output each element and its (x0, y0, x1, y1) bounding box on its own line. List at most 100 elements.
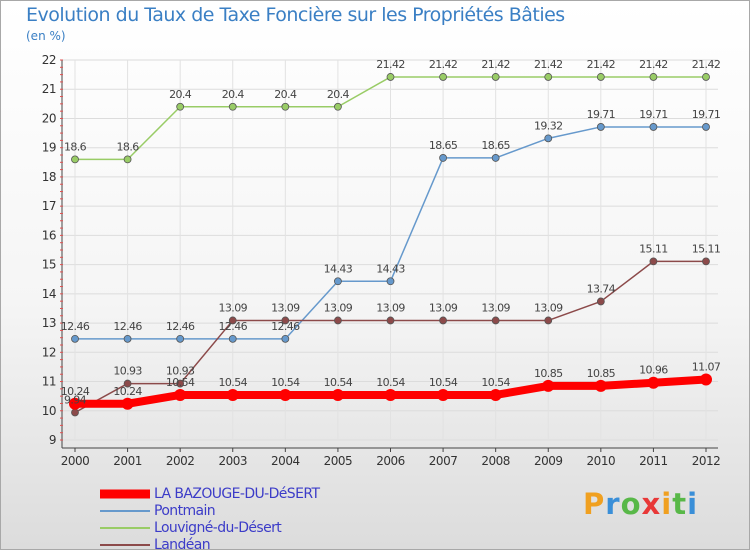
data-point (71, 155, 79, 164)
data-label: 15.11 (639, 242, 668, 255)
data-point (386, 316, 395, 325)
data-label: 18.65 (481, 139, 510, 152)
data-point (649, 123, 658, 131)
data-point (594, 379, 607, 392)
data-point (123, 155, 132, 164)
data-point (176, 379, 185, 388)
data-label: 10.54 (166, 376, 195, 389)
data-point (700, 373, 712, 386)
data-point (544, 316, 553, 325)
data-label: 12.46 (166, 320, 195, 333)
data-point (437, 388, 450, 401)
unit-label: (en %) (26, 29, 66, 43)
data-point (334, 316, 342, 325)
x-tick-label: 2009 (534, 454, 563, 468)
data-label: 21.42 (587, 58, 616, 71)
data-label: 13.09 (219, 301, 248, 314)
y-tick-label: 15 (42, 258, 56, 272)
y-tick-label: 19 (42, 141, 56, 155)
logo-letter: t (672, 487, 688, 521)
data-label: 12.46 (271, 320, 300, 333)
legend-label: Pontmain (154, 502, 216, 519)
legend-item[interactable]: LA BAZOUGE-DU-DéSERT (100, 485, 320, 502)
x-tick-label: 2004 (271, 454, 300, 468)
data-label: 10.54 (271, 376, 300, 389)
data-label: 13.09 (324, 301, 353, 314)
data-point (386, 73, 395, 81)
data-point (228, 334, 237, 343)
data-label: 10.54 (481, 376, 510, 389)
proxiti-logo: Proxiti (583, 487, 698, 521)
data-point (123, 379, 132, 388)
data-label: 10.85 (587, 367, 616, 380)
data-label: 18.6 (64, 140, 87, 153)
y-tick-label: 18 (42, 170, 56, 184)
x-tick-label: 2012 (692, 454, 721, 468)
data-label: 13.74 (587, 282, 616, 295)
data-point (279, 388, 292, 401)
data-point (121, 397, 134, 410)
data-label: 19.71 (639, 108, 668, 121)
data-label: 14.43 (324, 262, 353, 275)
y-tick-label: 9 (49, 433, 56, 447)
data-point (176, 102, 185, 111)
data-point (489, 388, 502, 401)
data-point (439, 316, 447, 325)
data-label: 20.4 (327, 88, 350, 101)
data-point (281, 334, 290, 343)
data-label: 20.4 (274, 88, 297, 101)
x-tick-label: 2001 (113, 454, 142, 468)
data-point (176, 334, 185, 343)
x-tick-label: 2010 (587, 454, 616, 468)
data-label: 10.85 (534, 367, 563, 380)
legend-item[interactable]: Pontmain (100, 502, 319, 519)
y-tick-label: 20 (42, 111, 56, 125)
legend-item[interactable]: Landéan (100, 536, 319, 553)
x-tick-label: 2000 (61, 454, 90, 468)
data-point (649, 257, 658, 266)
legend-item[interactable]: Louvigné-du-Désert (100, 519, 319, 536)
x-tick-label: 2002 (166, 454, 195, 468)
data-point (334, 277, 342, 286)
data-label: 10.93 (166, 365, 195, 378)
data-label: 21.42 (639, 58, 668, 71)
data-point (281, 102, 290, 111)
data-point (649, 73, 658, 81)
data-point (596, 73, 605, 81)
data-label: 19.32 (534, 119, 563, 132)
x-tick-label: 2003 (218, 454, 247, 468)
y-tick-label: 10 (42, 404, 56, 418)
y-tick-label: 11 (42, 375, 56, 389)
data-label: 10.24 (61, 385, 90, 398)
data-label: 9.94 (64, 394, 87, 407)
data-label: 12.46 (219, 320, 248, 333)
chart-title: Evolution du Taux de Taxe Foncière sur l… (26, 4, 565, 26)
logo-letter: i (687, 487, 699, 521)
data-point (491, 154, 500, 162)
legend-label: LA BAZOUGE-DU-DéSERT (154, 485, 320, 502)
x-tick-label: 2005 (324, 454, 353, 468)
data-label: 18.6 (117, 140, 140, 153)
data-label: 21.42 (376, 58, 405, 71)
y-tick-label: 14 (42, 287, 56, 301)
y-tick-label: 12 (42, 345, 56, 359)
data-point (647, 376, 660, 389)
data-label: 13.09 (534, 301, 563, 314)
data-point (386, 277, 395, 286)
data-label: 11.07 (692, 360, 721, 373)
data-point (491, 316, 500, 325)
data-point (174, 388, 187, 401)
data-label: 19.71 (692, 108, 721, 121)
logo-letter: i (661, 487, 673, 521)
y-tick-label: 22 (42, 53, 56, 67)
data-point (544, 134, 553, 143)
data-point (228, 316, 237, 325)
data-point (71, 408, 79, 417)
data-label: 18.65 (429, 139, 458, 152)
data-label: 13.09 (429, 301, 458, 314)
data-point (334, 102, 342, 111)
data-point (228, 102, 237, 111)
data-label: 10.54 (429, 376, 458, 389)
logo-letter: P (583, 487, 606, 521)
